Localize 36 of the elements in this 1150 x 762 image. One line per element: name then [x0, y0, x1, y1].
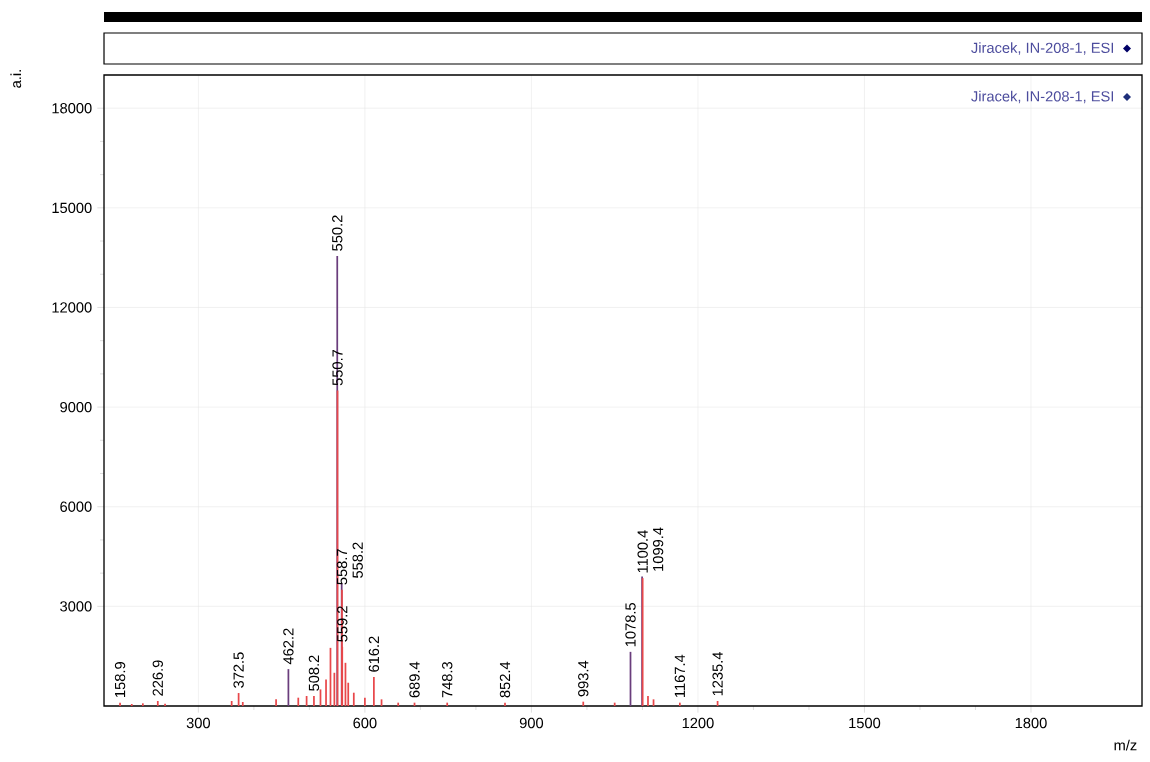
text: Jiracek, IN-208-1, ESI: [971, 42, 1114, 55]
annotation: 558.2: [352, 542, 363, 578]
annotation: 748.3: [442, 662, 453, 698]
annotation: 508.2: [308, 655, 320, 691]
annotation: 993.4: [578, 660, 589, 697]
x-tick-label: 300: [186, 717, 211, 729]
annotation: 550.2: [332, 215, 343, 251]
y-tick-label: 3000: [60, 601, 92, 612]
annotation: 559.2: [337, 606, 348, 642]
annotation: 462.2: [283, 628, 294, 665]
y-tick-label: 12000: [52, 302, 92, 313]
x-tick-label: 1800: [1015, 717, 1047, 729]
x-axis-title: m/z: [1114, 739, 1137, 751]
annotation: 1167.4: [674, 654, 686, 697]
annotation: 689.4: [409, 661, 420, 698]
annotation: 1078.5: [625, 603, 636, 647]
annotation: 226.9: [152, 660, 163, 696]
y-tick-label: 6000: [60, 501, 92, 512]
x-tick-label: 600: [353, 717, 377, 729]
y-tick-label: 9000: [60, 401, 92, 413]
annotation: 550.7: [332, 349, 343, 386]
y-tick-label: 18000: [52, 103, 92, 114]
annotation: 372.5: [233, 652, 244, 688]
x-tick-label: 900: [519, 717, 544, 729]
annotation: 1099.4: [652, 527, 664, 571]
annotation: 558.7: [336, 549, 348, 585]
annotation: 852.4: [499, 661, 511, 698]
annotation: 1100.4: [637, 530, 648, 573]
annotation: 616.2: [368, 636, 380, 672]
annotation: 158.9: [114, 662, 126, 697]
y-axis-title: a.i.: [10, 70, 22, 88]
x-tick-label: 1500: [849, 717, 881, 729]
y-tick-label: 15000: [52, 202, 92, 214]
text: Jiracek, IN-208-1, ESI: [971, 90, 1114, 104]
annotation: 1235.4: [712, 651, 723, 696]
x-tick-label: 1200: [682, 717, 714, 729]
